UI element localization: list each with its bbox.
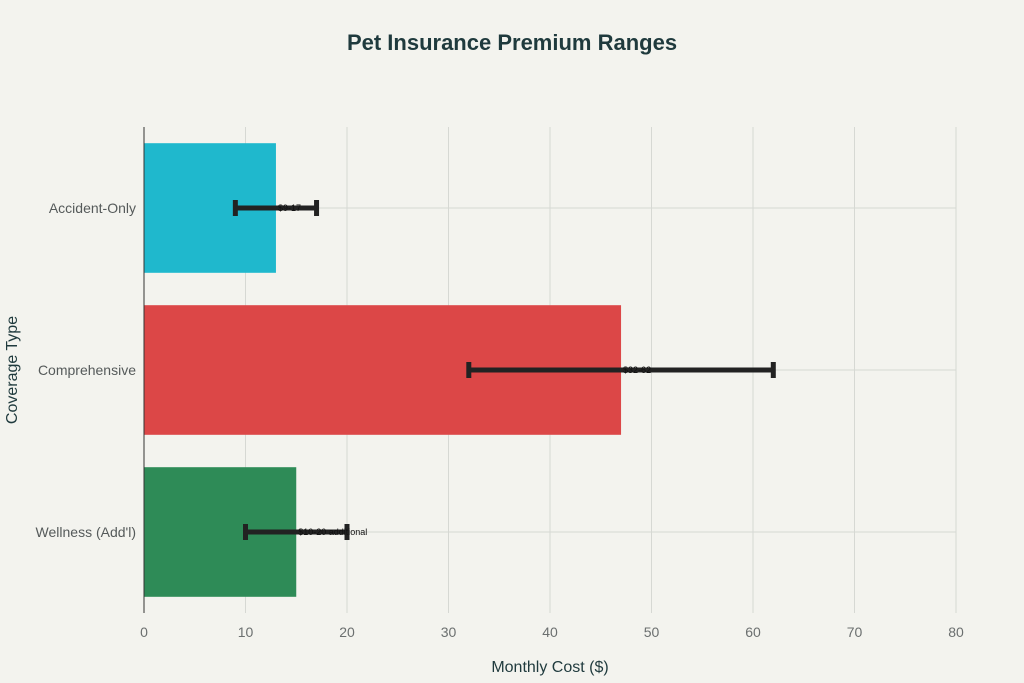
x-tick-label: 20 bbox=[339, 624, 355, 640]
x-tick-label: 70 bbox=[847, 624, 863, 640]
x-tick-label: 80 bbox=[948, 624, 964, 640]
x-axis-ticks: 0 10 20 30 40 50 60 70 80 bbox=[140, 624, 964, 640]
error-bars bbox=[232, 200, 776, 540]
y-axis-title: Coverage Type bbox=[4, 316, 21, 424]
x-tick-label: 60 bbox=[745, 624, 761, 640]
chart-title: Pet Insurance Premium Ranges bbox=[347, 30, 677, 55]
y-category-label: Comprehensive bbox=[38, 362, 136, 378]
y-category-label: Accident-Only bbox=[49, 200, 136, 216]
y-axis-categories: Accident-Only Comprehensive Wellness (Add'… bbox=[36, 200, 137, 540]
x-axis-title: Monthly Cost ($) bbox=[491, 659, 608, 676]
x-tick-label: 50 bbox=[644, 624, 660, 640]
x-tick-label: 0 bbox=[140, 624, 148, 640]
y-category-label: Wellness (Add'l) bbox=[36, 524, 136, 540]
x-tick-label: 10 bbox=[238, 624, 254, 640]
range-annotation: $32-62 bbox=[623, 365, 651, 375]
x-tick-label: 40 bbox=[542, 624, 558, 640]
x-tick-label: 30 bbox=[441, 624, 457, 640]
annotations: $9-17 $32-62 $10-20 additional bbox=[278, 203, 651, 537]
range-annotation: $10-20 additional bbox=[298, 527, 367, 537]
range-annotation: $9-17 bbox=[278, 203, 301, 213]
